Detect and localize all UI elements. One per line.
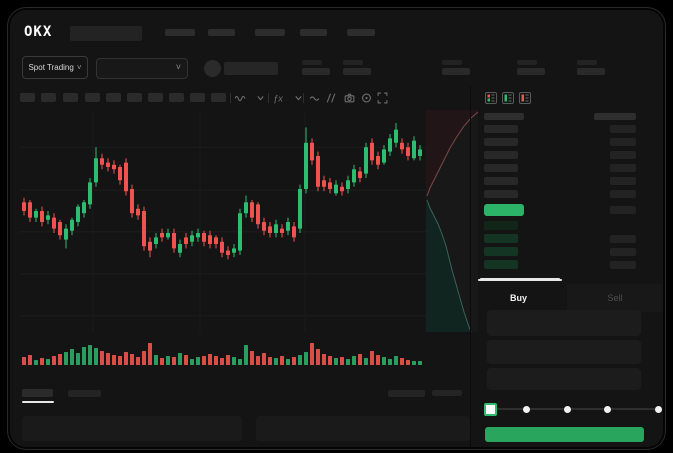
ticker-stat-value: [577, 68, 605, 75]
timeframe-button-placeholder[interactable]: [148, 93, 163, 102]
buy-tab-indicator: [478, 279, 562, 281]
slider-stop[interactable]: [564, 406, 571, 413]
ticker-stat-value: [302, 68, 330, 75]
tab-buy[interactable]: Buy: [509, 293, 527, 303]
ask-price-placeholder[interactable]: [484, 151, 518, 159]
camera-icon[interactable]: [344, 92, 355, 104]
app-window: OKX Spot Trading ˅ ˅ ƒx Buy Sell: [10, 10, 663, 447]
orders-tab-active[interactable]: [22, 389, 53, 397]
nav-item-placeholder[interactable]: [300, 29, 327, 36]
buy-submit-button[interactable]: [485, 427, 644, 442]
bid-price-placeholder[interactable]: [484, 247, 518, 256]
bid-amount-placeholder: [610, 248, 636, 256]
orders-filter-placeholder[interactable]: [432, 390, 462, 396]
nav-item-placeholder[interactable]: [208, 29, 235, 36]
okx-logo[interactable]: OKX: [24, 24, 53, 40]
orderbook-header-price: [484, 113, 524, 120]
ticker-stat-label: [442, 60, 462, 65]
ask-amount-placeholder: [610, 190, 636, 198]
fullscreen-icon[interactable]: [377, 92, 388, 104]
panel-divider: [470, 86, 471, 447]
nav-item-placeholder[interactable]: [165, 29, 195, 36]
ticker-stat-label: [343, 60, 363, 65]
ask-amount-placeholder: [610, 177, 636, 185]
svg-text:ƒx: ƒx: [273, 93, 283, 103]
timeframe-button-placeholder[interactable]: [41, 93, 56, 102]
market-mode-label: Spot Trading: [28, 63, 74, 72]
timeframe-button-placeholder[interactable]: [106, 93, 121, 102]
orders-filter-placeholder[interactable]: [388, 390, 425, 397]
timeframe-button-placeholder[interactable]: [85, 93, 100, 102]
total-input[interactable]: [487, 368, 641, 390]
timeframe-button-placeholder[interactable]: [127, 93, 142, 102]
ticker-stat-label: [302, 60, 322, 65]
bid-amount-placeholder: [610, 261, 636, 269]
chevron-down-icon: ˅: [76, 62, 82, 72]
ask-price-placeholder[interactable]: [484, 177, 518, 185]
book-asks-icon[interactable]: [519, 92, 531, 104]
timeframe-button-placeholder[interactable]: [190, 93, 205, 102]
last-price-highlight[interactable]: [484, 204, 524, 216]
orderbook-header-amount: [594, 113, 636, 120]
chevron-down-icon[interactable]: [293, 92, 304, 104]
slider-handle[interactable]: [484, 403, 497, 416]
ask-price-placeholder[interactable]: [484, 190, 518, 198]
price-input[interactable]: [487, 310, 641, 336]
ticker-stat-value: [442, 68, 470, 75]
record-circle-icon[interactable]: [361, 92, 372, 104]
active-tab-underline: [22, 401, 54, 403]
bid-price-placeholder[interactable]: [484, 234, 518, 243]
volume-histogram: [20, 336, 426, 366]
amount-input[interactable]: [487, 340, 641, 364]
bid-price-placeholder[interactable]: [484, 260, 518, 269]
bid-price-placeholder[interactable]: [484, 221, 518, 230]
ask-amount-placeholder: [610, 125, 636, 133]
compare-icon[interactable]: [325, 92, 336, 104]
timeframe-button-placeholder[interactable]: [211, 93, 226, 102]
ask-amount-placeholder: [610, 138, 636, 146]
nav-item-placeholder[interactable]: [347, 29, 375, 36]
ask-price-placeholder[interactable]: [484, 138, 518, 146]
ticker-stat-value: [343, 68, 371, 75]
ticker-stat-value: [517, 68, 545, 75]
book-bids-icon[interactable]: [502, 92, 514, 104]
chevron-down-icon: ˅: [175, 62, 181, 72]
ticker-stat-label: [577, 60, 597, 65]
orders-tab[interactable]: [68, 390, 101, 397]
ask-amount-placeholder: [610, 164, 636, 172]
nav-item-placeholder[interactable]: [255, 29, 285, 36]
ticker-stat-label: [517, 60, 537, 65]
slider-stop[interactable]: [655, 406, 662, 413]
pair-title-placeholder: [70, 26, 142, 41]
ask-price-placeholder[interactable]: [484, 125, 518, 133]
ask-amount-placeholder: [610, 151, 636, 159]
chevron-down-icon[interactable]: [255, 92, 266, 104]
timeframe-button-placeholder[interactable]: [63, 93, 78, 102]
tab-sell[interactable]: Sell: [567, 284, 663, 312]
orders-panel-placeholder: [256, 416, 470, 441]
orders-panel-placeholder: [22, 416, 242, 441]
timeframe-button-placeholder[interactable]: [169, 93, 184, 102]
slider-stop[interactable]: [604, 406, 611, 413]
amount-slider-track[interactable]: [489, 408, 656, 410]
bid-amount-placeholder: [610, 235, 636, 243]
line-type-icon[interactable]: [309, 92, 320, 104]
market-mode-button[interactable]: Spot Trading ˅: [22, 56, 88, 79]
wave-icon[interactable]: [235, 92, 246, 104]
timeframe-button-placeholder[interactable]: [20, 93, 35, 102]
ask-price-placeholder[interactable]: [484, 164, 518, 172]
depth-chart: [426, 110, 478, 332]
book-all-icon[interactable]: [485, 92, 497, 104]
candlestick-chart: [20, 112, 426, 332]
pair-name-placeholder: [224, 62, 278, 75]
last-price-amount-placeholder: [610, 206, 636, 214]
slider-stop[interactable]: [523, 406, 530, 413]
pair-coin-icon[interactable]: [204, 60, 221, 77]
pair-select[interactable]: ˅: [96, 58, 188, 79]
indicators-fx-icon[interactable]: ƒx: [273, 92, 284, 104]
